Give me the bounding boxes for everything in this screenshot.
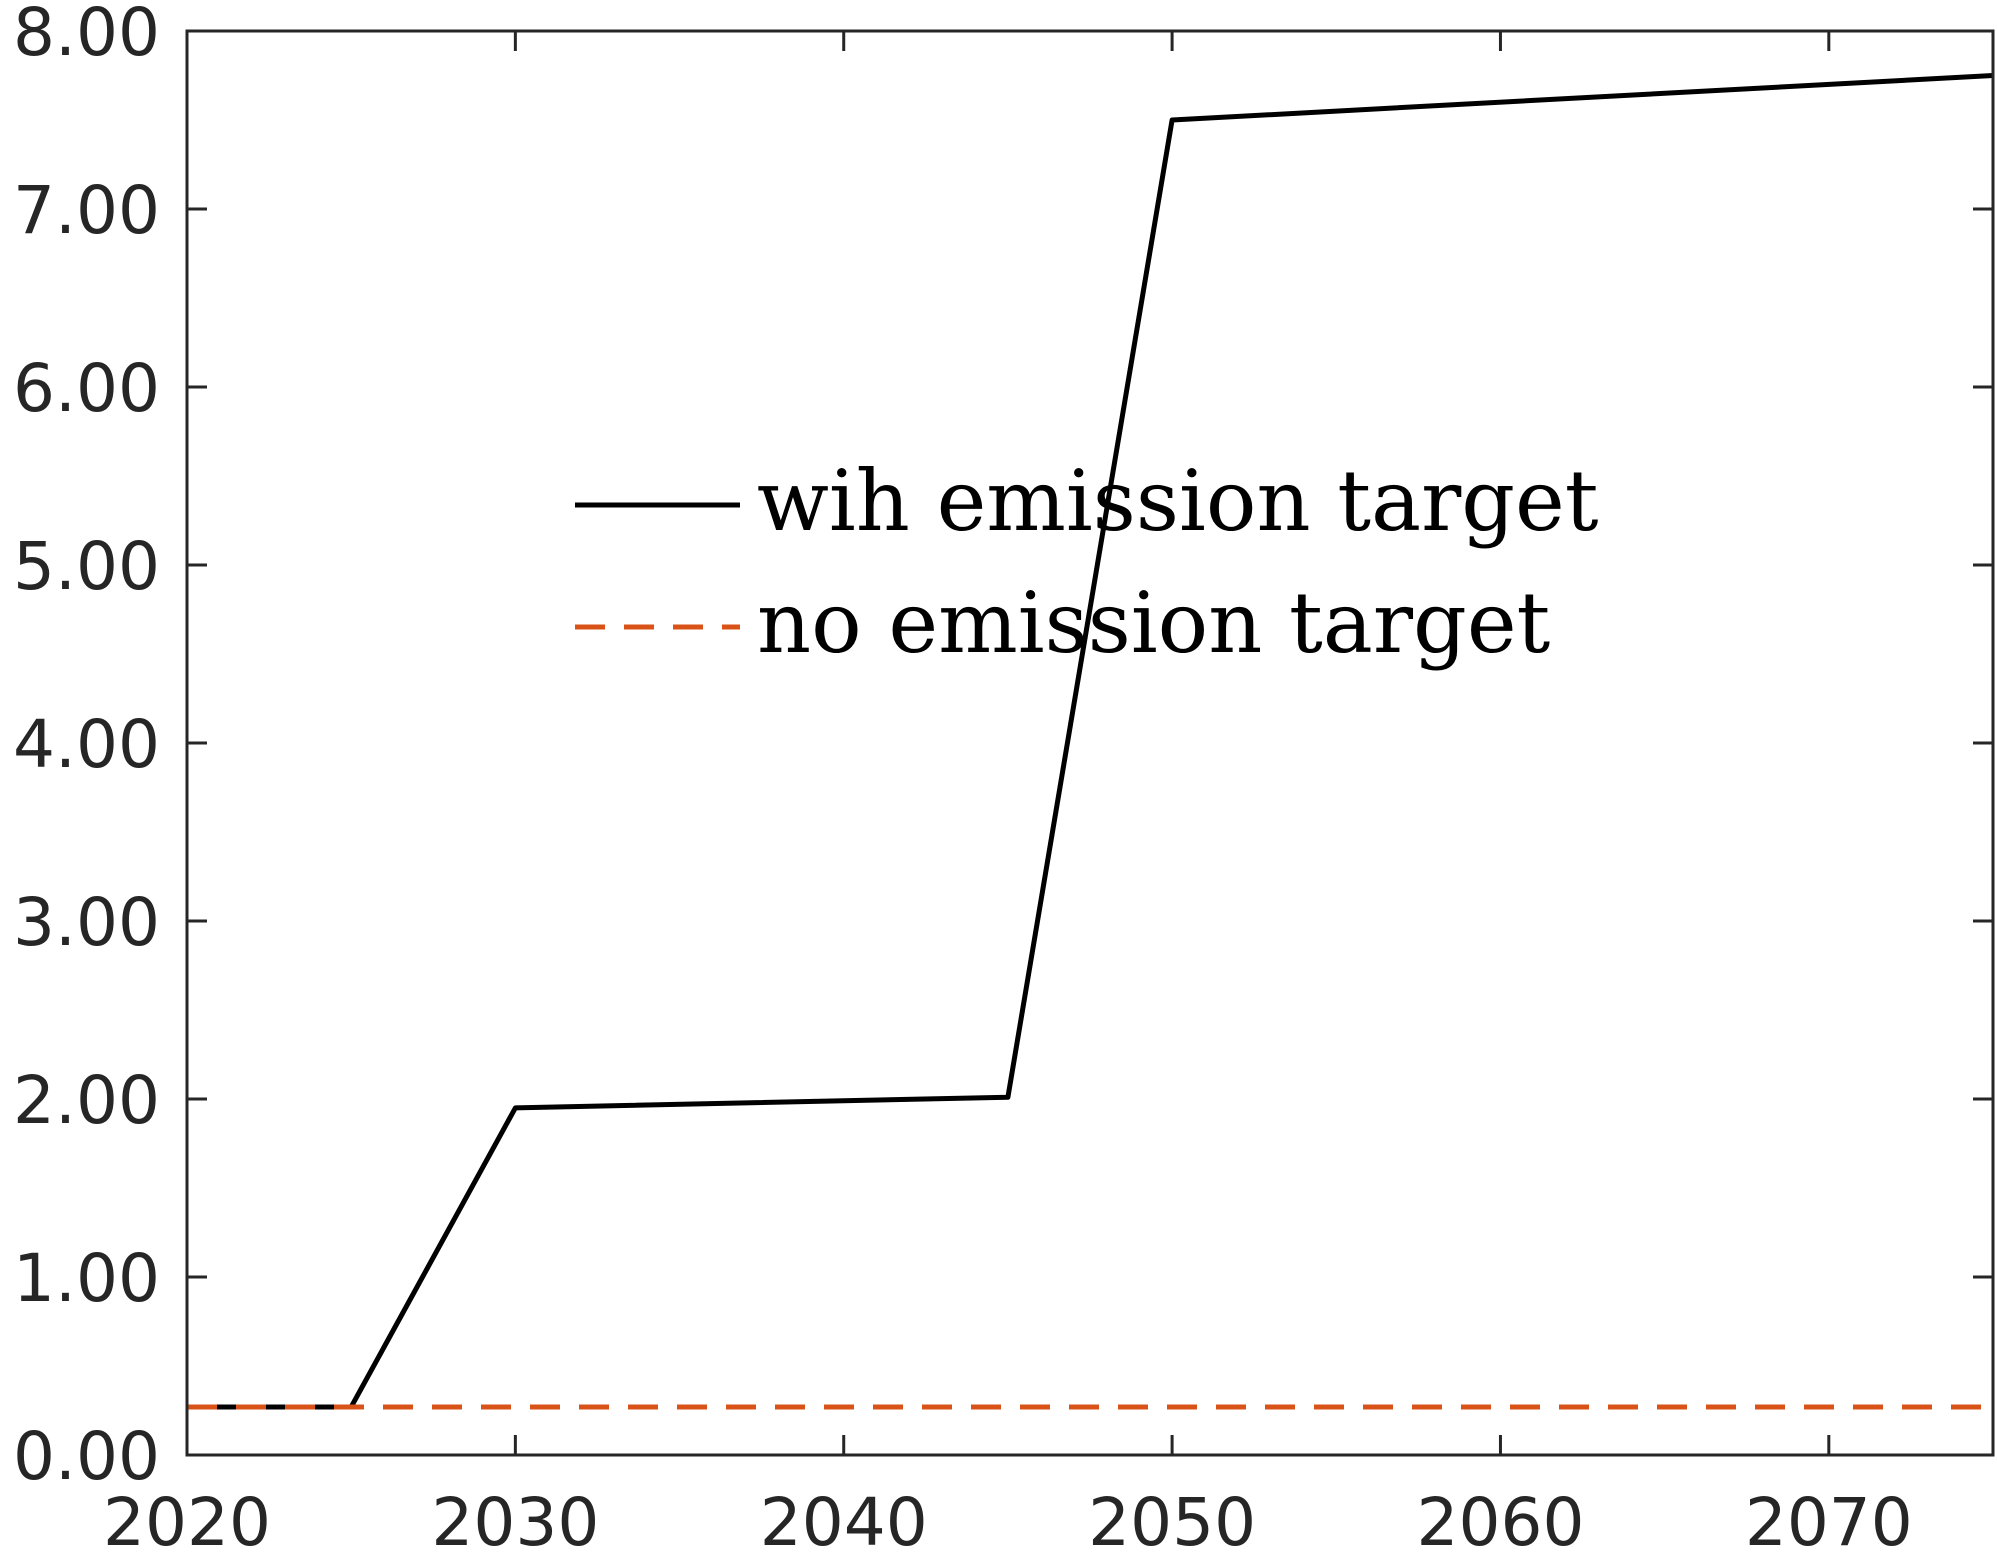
x-tick-label: 2070 xyxy=(1745,1484,1913,1554)
y-tick-label: 5.00 xyxy=(13,528,160,605)
y-tick-label: 1.00 xyxy=(13,1240,160,1317)
legend-label-2: no emission target xyxy=(757,574,1551,672)
y-tick-label: 2.00 xyxy=(13,1062,160,1139)
y-tick-label: 3.00 xyxy=(13,884,160,961)
x-tick-label: 2040 xyxy=(760,1484,928,1554)
y-tick-label: 6.00 xyxy=(13,350,160,427)
y-tick-label: 7.00 xyxy=(13,172,160,249)
x-tick-label: 2060 xyxy=(1416,1484,1584,1554)
x-tick-label: 2030 xyxy=(431,1484,599,1554)
legend-label-1: wih emission target xyxy=(757,452,1599,550)
series-line-1 xyxy=(187,73,1994,1410)
y-tick-label: 8.00 xyxy=(13,0,160,71)
plot-area-frame xyxy=(185,29,1995,1457)
x-tick-label: 2050 xyxy=(1088,1484,1256,1554)
legend: wih emission target no emission target xyxy=(575,452,1599,672)
series-layer xyxy=(187,73,1994,1410)
y-axis: 0.00 1.00 2.00 3.00 4.00 5.00 6.00 7.00 8.00 xyxy=(13,0,1993,1495)
y-tick-label: 0.00 xyxy=(13,1418,160,1495)
x-tick-label: 2020 xyxy=(103,1484,271,1554)
x-axis: 2020 2030 2040 2050 2060 2070 xyxy=(103,31,1913,1554)
y-tick-label: 4.00 xyxy=(13,706,160,783)
